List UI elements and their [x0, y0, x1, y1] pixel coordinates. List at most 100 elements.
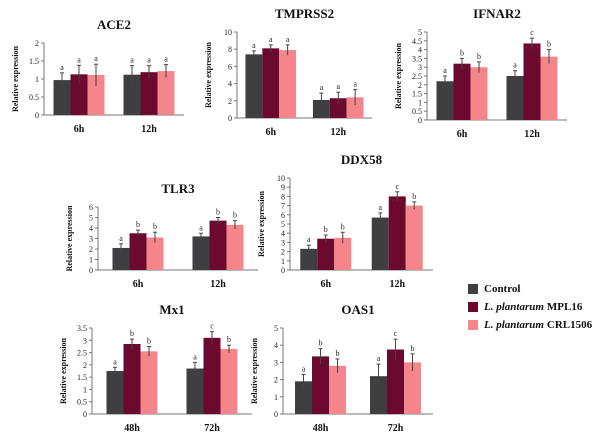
bar: [226, 224, 244, 270]
y-tick-label: 0: [281, 266, 285, 275]
significance-letter: b: [227, 335, 231, 344]
bar: [295, 381, 312, 414]
panel-title: DDX58: [341, 152, 383, 167]
bar: [87, 75, 105, 115]
y-tick-label: 10: [224, 28, 232, 37]
significance-letter: a: [113, 357, 117, 366]
bar: [186, 368, 204, 414]
bar: [436, 81, 454, 120]
y-axis-label: Relative expression: [65, 205, 74, 271]
bar: [329, 98, 347, 118]
legend-swatch-crl1506: [468, 320, 478, 330]
legend-species-crl1506: L. plantarum: [484, 319, 544, 331]
significance-letter: c: [530, 28, 534, 37]
bar: [106, 371, 124, 414]
x-category-label: 12h: [141, 124, 157, 135]
bar: [312, 99, 330, 118]
y-tick-label: 5: [281, 220, 285, 229]
panel-title: Mx1: [159, 302, 184, 317]
y-tick-label: 5: [418, 28, 422, 37]
bar: [262, 48, 280, 119]
bar: [209, 220, 227, 270]
significance-letter: b: [216, 208, 220, 217]
y-tick-label: 2: [281, 248, 285, 257]
legend-species-mpl16: L. plantarum: [484, 301, 544, 313]
x-category-label: 48h: [313, 423, 329, 434]
y-tick-label: 1.5: [412, 90, 422, 99]
panel-tmprss2: TMPRSS2 0 2 4 6 8 10 Relative expression a a a 6h a a…: [204, 6, 372, 138]
bar: [312, 356, 329, 414]
bar: [53, 80, 71, 115]
significance-letter: a: [336, 82, 340, 91]
significance-letter: b: [460, 48, 464, 57]
y-tick-label: 0.5: [412, 107, 422, 116]
significance-letter: b: [336, 349, 340, 358]
bar: [279, 50, 297, 119]
bar: [371, 217, 389, 270]
bar: [470, 67, 488, 120]
panel-title: TLR3: [161, 181, 195, 196]
bar: [370, 376, 387, 414]
y-tick-label: 1: [281, 257, 285, 266]
y-tick-label: 3.5: [412, 54, 422, 63]
bar: [346, 97, 364, 118]
y-tick-label: 3: [274, 358, 278, 367]
significance-letter: a: [94, 54, 98, 63]
y-tick-label: 3: [418, 63, 422, 72]
y-tick-label: 5: [89, 214, 93, 223]
y-tick-label: 3: [83, 336, 87, 345]
significance-letter: c: [395, 182, 399, 191]
significance-letter: a: [269, 35, 273, 44]
y-tick-label: 7: [281, 202, 285, 211]
y-tick-label: 2: [274, 376, 278, 385]
panel-oas1: OAS1 0 1 2 3 4 5 Relative expression a b b 48h a c b 72…: [250, 302, 433, 434]
x-category-label: 12h: [524, 129, 540, 140]
panel-tlr3: TLR3 01 23 45 6 Relative expression a b b 6h a b b 12…: [65, 181, 258, 290]
y-tick-label: 10: [277, 174, 285, 183]
x-category-label: 6h: [457, 129, 468, 140]
x-category-label: 12h: [389, 279, 405, 290]
bar: [540, 56, 558, 120]
y-axis-label: Relative expression: [250, 338, 259, 404]
bar: [140, 72, 158, 115]
y-tick-label: 0.5: [77, 398, 87, 407]
significance-letter: a: [443, 66, 447, 75]
significance-letter: a: [513, 61, 517, 70]
bar: [123, 343, 141, 414]
significance-letter: a: [130, 56, 134, 65]
significance-letter: c: [210, 322, 214, 331]
y-tick-label: 6: [89, 203, 93, 212]
significance-letter: b: [233, 211, 237, 220]
x-category-label: 6h: [265, 127, 276, 138]
significance-letter: a: [252, 41, 256, 50]
legend-item-crl1506: L. plantarum CRL1506: [468, 316, 592, 334]
y-tick-label: 8: [228, 45, 232, 54]
x-category-label: 72h: [204, 423, 220, 434]
bar: [300, 248, 318, 270]
y-tick-label: 0: [418, 116, 422, 125]
y-tick-label: 4: [274, 341, 278, 350]
y-axis-label: Relative expression: [11, 46, 20, 112]
y-tick-label: 1.5: [29, 57, 39, 66]
y-tick-label: 9: [281, 183, 285, 192]
significance-letter: a: [377, 354, 381, 363]
bar: [523, 43, 541, 120]
legend-swatch-control: [468, 284, 478, 294]
y-tick-label: 3.5: [77, 324, 87, 333]
panel-title: TMPRSS2: [275, 6, 334, 21]
bar: [404, 362, 421, 414]
bar: [129, 233, 147, 270]
y-tick-label: 0: [228, 114, 232, 123]
y-tick-label: 2: [83, 361, 87, 370]
significance-letter: a: [353, 80, 357, 89]
panel-ifnar2: IFNAR2 00.511.522.533.544.55 Relative expr…: [394, 6, 567, 140]
y-tick-label: 1: [83, 385, 87, 394]
y-tick-label: 2: [228, 97, 232, 106]
x-category-label: 12h: [210, 279, 226, 290]
bar: [192, 236, 210, 270]
significance-letter: a: [378, 203, 382, 212]
legend-swatch-mpl16: [468, 302, 478, 312]
y-tick-label: 8: [281, 192, 285, 201]
y-tick-label: 1: [274, 393, 278, 402]
significance-letter: a: [60, 63, 64, 72]
